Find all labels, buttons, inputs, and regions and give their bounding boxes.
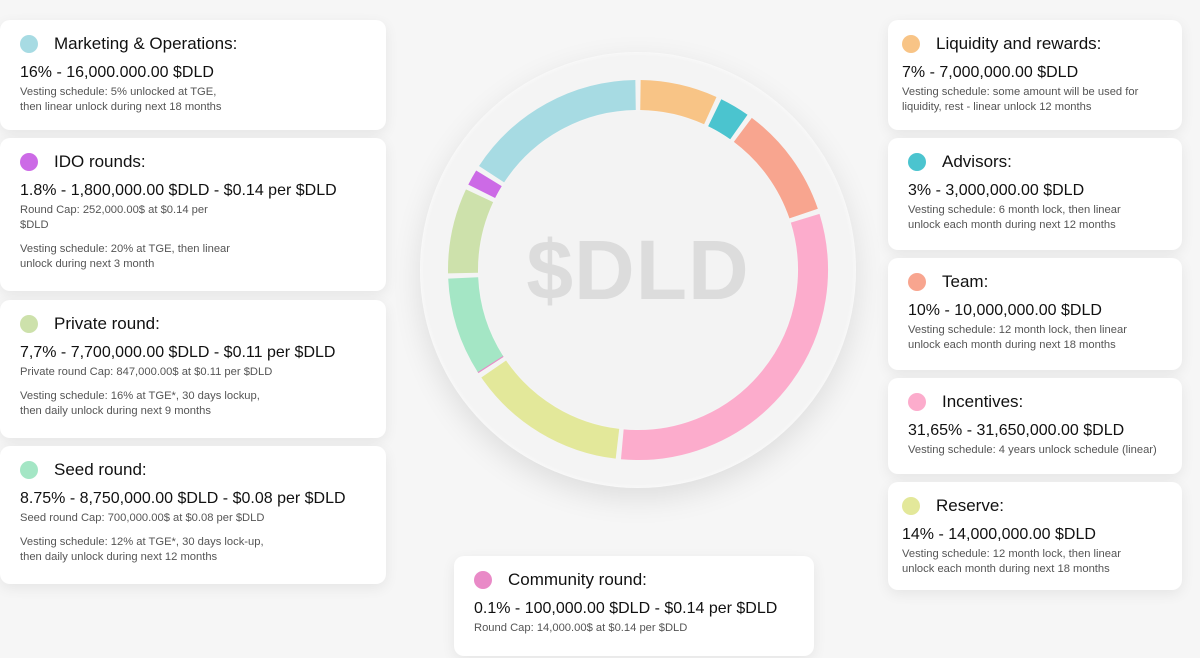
donut-slice-marketing-operations (479, 80, 637, 183)
card-amount: 3% - 3,000,000.00 $DLD (908, 182, 1085, 199)
card-amount: 14% - 14,000,000.00 $DLD (902, 526, 1096, 543)
card-note: unlock each month during next 18 months (902, 563, 1110, 575)
card-note: then linear unlock during next 18 months (20, 101, 222, 113)
card-team: Team: 10% - 10,000,000.00 $DLD Vesting s… (888, 258, 1182, 370)
card-note: unlock each month during next 18 months (908, 339, 1116, 351)
center-label: $DLD (526, 222, 750, 317)
legend-dot-reserve (902, 497, 920, 515)
card-amount: 0.1% - 100,000.00 $DLD - $0.14 per $DLD (474, 600, 778, 617)
donut-slice-reserve (481, 360, 620, 459)
card-title: Community round: (508, 570, 647, 589)
card-marketing: Marketing & Operations: 16% - 16,000.000… (0, 20, 386, 130)
legend-dot-ido (20, 153, 38, 171)
card-title: Team: (942, 272, 989, 291)
card-title: Incentives: (942, 392, 1024, 411)
donut-chart: $DLD (420, 52, 856, 488)
donut-slice-incentives (620, 213, 828, 460)
legend-dot-incentives (908, 393, 926, 411)
card-title: Seed round: (54, 460, 147, 479)
card-note: Vesting schedule: 5% unlocked at TGE, (20, 86, 217, 98)
card-title: IDO rounds: (54, 152, 146, 171)
card-community: Community round: 0.1% - 100,000.00 $DLD … (454, 556, 814, 656)
card-incentives: Incentives: 31,65% - 31,650,000.00 $DLD … (888, 378, 1182, 474)
donut-slice-private-round (448, 189, 494, 274)
card-note: Vesting schedule: 12 month lock, then li… (908, 324, 1127, 336)
card-note: Vesting schedule: 4 years unlock schedul… (908, 444, 1157, 456)
donut-slice-team (733, 117, 818, 219)
card-note: unlock during next 3 month (20, 258, 155, 270)
donut-inner (479, 111, 797, 429)
legend-dot-seed (20, 461, 38, 479)
card-private: Private round: 7,7% - 7,700,000.00 $DLD … (0, 300, 386, 438)
donut-slice-seed-round (448, 276, 504, 373)
card-seed: Seed round: 8.75% - 8,750,000.00 $DLD - … (0, 446, 386, 584)
donut-svg (448, 80, 828, 460)
legend-dot-community (474, 571, 492, 589)
card-title: Marketing & Operations: (54, 34, 238, 53)
donut-slice-ido-rounds (468, 170, 502, 199)
card-amount: 31,65% - 31,650,000.00 $DLD (908, 422, 1125, 439)
card-note: then daily unlock during next 9 months (20, 405, 211, 417)
card-amount: 8.75% - 8,750,000.00 $DLD - $0.08 per $D… (20, 490, 346, 507)
card-amount: 10% - 10,000,000.00 $DLD (908, 302, 1102, 319)
donut-slice-liquidity-and-rewards (639, 80, 717, 125)
card-note: Round Cap: 14,000.00$ at $0.14 per $DLD (474, 622, 688, 634)
card-note: Round Cap: 252,000.00$ at $0.14 per (20, 204, 208, 216)
card-ido: IDO rounds: 1.8% - 1,800,000.00 $DLD - $… (0, 138, 386, 291)
card-amount: 1.8% - 1,800,000.00 $DLD - $0.14 per $DL… (20, 182, 337, 199)
legend-dot-marketing (20, 35, 38, 53)
legend-dot-advisors (908, 153, 926, 171)
card-note: Seed round Cap: 700,000.00$ at $0.08 per… (20, 512, 265, 524)
card-note: Vesting schedule: 20% at TGE, then linea… (20, 243, 230, 255)
donut-slice-advisors (707, 99, 748, 140)
card-note: unlock each month during next 12 months (908, 219, 1116, 231)
legend-dot-private (20, 315, 38, 333)
card-advisors: Advisors: 3% - 3,000,000.00 $DLD Vesting… (888, 138, 1182, 250)
card-amount: 16% - 16,000.000.00 $DLD (20, 64, 214, 81)
legend-dot-team (908, 273, 926, 291)
card-title: Reserve: (936, 496, 1005, 515)
card-amount: 7,7% - 7,700,000.00 $DLD - $0.11 per $DL… (20, 344, 336, 361)
card-amount: 7% - 7,000,000.00 $DLD (902, 64, 1079, 81)
card-note: $DLD (20, 219, 49, 231)
card-note: then daily unlock during next 12 months (20, 551, 218, 563)
card-note: Vesting schedule: some amount will be us… (902, 86, 1139, 98)
card-note: liquidity, rest - linear unlock 12 month… (902, 101, 1092, 113)
card-reserve: Reserve: 14% - 14,000,000.00 $DLD Vestin… (888, 482, 1182, 590)
card-note: Vesting schedule: 16% at TGE*, 30 days l… (20, 390, 260, 402)
legend-dot-liquidity (902, 35, 920, 53)
card-title: Liquidity and rewards: (936, 34, 1102, 53)
card-title: Private round: (54, 314, 160, 333)
card-note: Private round Cap: 847,000.00$ at $0.11 … (20, 366, 273, 378)
card-note: Vesting schedule: 12 month lock, then li… (902, 548, 1121, 560)
card-note: Vesting schedule: 12% at TGE*, 30 days l… (20, 536, 264, 548)
card-note: Vesting schedule: 6 month lock, then lin… (908, 204, 1121, 216)
card-title: Advisors: (942, 152, 1012, 171)
card-liquidity: Liquidity and rewards: 7% - 7,000,000.00… (888, 20, 1182, 130)
